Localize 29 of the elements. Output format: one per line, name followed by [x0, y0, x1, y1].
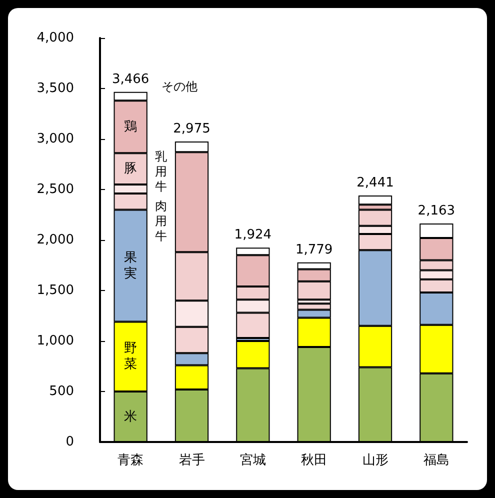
x-tick-label: 青森: [118, 453, 144, 468]
x-tick-label: 岩手: [178, 453, 205, 468]
series-label: 乳用牛: [155, 149, 168, 194]
total-label: 1,779: [295, 242, 333, 258]
y-tick-label: 1,500: [36, 283, 74, 298]
y-tick-label: 3,500: [36, 81, 74, 96]
y-tick-label: 2,000: [36, 232, 74, 248]
x-tick-label: 宮城: [240, 452, 266, 468]
total-label: 2,441: [356, 175, 394, 190]
series-label: 果実: [124, 250, 138, 282]
total-label: 1,924: [234, 228, 272, 243]
x-tick-label: 山形: [362, 453, 388, 468]
total-label: 2,975: [173, 122, 210, 137]
y-tick-label: 500: [49, 384, 74, 399]
x-tick-label: 秋田: [301, 453, 328, 468]
x-tick-label: 福島: [423, 453, 450, 468]
series-label: 米: [124, 409, 138, 424]
series-label: 野菜: [124, 341, 138, 372]
series-label: 肉用牛: [155, 199, 168, 244]
y-tick-label: 2,500: [36, 182, 74, 197]
y-tick-label: 0: [66, 434, 74, 450]
y-tick-label: 1,000: [36, 334, 74, 348]
total-label: 3,466: [112, 72, 150, 87]
y-tick-label: 3,000: [36, 132, 74, 146]
series-label: その他: [161, 79, 198, 94]
series-label: 鶏: [124, 119, 138, 134]
series-label: 豚: [124, 161, 138, 176]
y-tick-label: 4,000: [36, 30, 74, 46]
total-label: 2,163: [418, 204, 456, 219]
